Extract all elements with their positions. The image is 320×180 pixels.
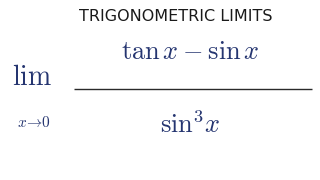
Text: $\lim$: $\lim$ [12,63,52,91]
Text: TRIGONOMETRIC LIMITS: TRIGONOMETRIC LIMITS [79,9,273,24]
Text: $\sin^3\! x$: $\sin^3\! x$ [160,113,220,139]
Text: $\tan x - \sin x$: $\tan x - \sin x$ [121,39,260,65]
Text: $x\!\rightarrow\!0$: $x\!\rightarrow\!0$ [17,115,51,130]
